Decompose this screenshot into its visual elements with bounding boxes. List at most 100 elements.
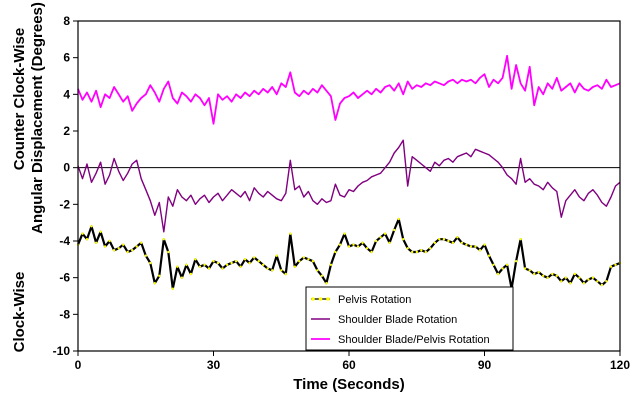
data-point-pelvis-rotation	[451, 241, 455, 244]
data-point-pelvis-rotation	[356, 245, 360, 248]
data-point-pelvis-rotation	[171, 287, 174, 290]
plot-area	[77, 20, 621, 352]
data-point-pelvis-rotation	[487, 254, 491, 257]
data-point-pelvis-rotation	[420, 249, 423, 252]
data-point-pelvis-rotation	[582, 282, 586, 285]
y-axis-title-line-1: Counter Clock-Wise	[11, 28, 28, 170]
data-point-pelvis-rotation	[311, 260, 315, 263]
data-point-pelvis-rotation	[320, 274, 324, 277]
data-point-pelvis-rotation	[90, 225, 93, 228]
data-point-pelvis-rotation	[542, 274, 545, 277]
data-point-pelvis-rotation	[131, 249, 134, 252]
data-point-pelvis-rotation	[573, 272, 576, 276]
y-axis-ticks: -10 -8 -6 -4 -2 0 2 4 6 8	[53, 14, 78, 358]
data-point-pelvis-rotation	[514, 260, 518, 263]
y-tick-label: -10	[53, 344, 71, 358]
x-tick-label: 30	[207, 358, 221, 372]
data-point-pelvis-rotation	[564, 276, 567, 279]
data-point-pelvis-rotation	[424, 250, 427, 254]
data-point-pelvis-rotation	[103, 245, 107, 248]
data-point-pelvis-rotation	[438, 238, 441, 241]
data-point-pelvis-rotation	[370, 250, 373, 254]
data-point-pelvis-rotation	[234, 260, 238, 263]
data-point-pelvis-rotation	[298, 260, 301, 263]
data-point-pelvis-rotation	[307, 258, 310, 261]
data-point-pelvis-rotation	[185, 263, 188, 266]
data-point-pelvis-rotation	[596, 280, 599, 283]
data-point-pelvis-rotation	[253, 256, 256, 259]
data-point-pelvis-rotation	[379, 236, 382, 239]
data-point-pelvis-rotation	[271, 269, 274, 272]
data-point-pelvis-rotation	[198, 265, 202, 268]
data-point-pelvis-rotation	[447, 239, 450, 243]
legend-marker-pelvis-rotation	[318, 297, 323, 301]
data-point-pelvis-rotation	[519, 238, 522, 241]
x-tick-label: 120	[610, 358, 630, 372]
data-point-pelvis-rotation	[158, 274, 161, 277]
data-point-pelvis-rotation	[262, 263, 265, 266]
data-point-pelvis-rotation	[388, 241, 391, 244]
data-point-pelvis-rotation	[374, 239, 378, 243]
data-point-pelvis-rotation	[243, 258, 247, 261]
data-point-pelvis-rotation	[239, 265, 242, 268]
data-point-pelvis-rotation	[496, 272, 500, 276]
y-tick-label: -8	[59, 307, 70, 321]
y-axis-title-line-2: Angular Displacement (Degrees)	[29, 2, 46, 234]
data-point-pelvis-rotation	[433, 241, 436, 244]
data-point-pelvis-rotation	[460, 241, 464, 244]
legend: Pelvis Rotation Shoulder Blade Rotation …	[305, 286, 514, 351]
legend-box	[305, 286, 514, 351]
data-point-pelvis-rotation	[442, 238, 446, 241]
series-line-pelvis-rotation	[76, 217, 621, 290]
data-point-pelvis-rotation	[343, 232, 346, 235]
data-point-pelvis-rotation	[551, 272, 554, 276]
x-tick-label: 90	[478, 358, 492, 372]
data-point-pelvis-rotation	[280, 269, 283, 272]
data-point-pelvis-rotation	[126, 250, 129, 254]
data-point-pelvis-rotation	[347, 245, 351, 248]
data-point-pelvis-rotation	[578, 276, 581, 279]
y-axis-title-line-3: Clock-Wise	[11, 272, 28, 353]
data-point-pelvis-rotation	[537, 271, 540, 274]
data-point-pelvis-rotation	[325, 282, 328, 285]
legend-marker-pelvis-rotation	[326, 297, 330, 301]
data-point-pelvis-rotation	[153, 282, 156, 285]
series-line-shoulder-blade-pelvis-rotation	[77, 54, 621, 125]
data-point-pelvis-rotation	[122, 243, 125, 246]
data-point-pelvis-rotation	[605, 280, 608, 283]
data-point-pelvis-rotation	[456, 236, 459, 239]
data-point-pelvis-rotation	[334, 250, 337, 254]
data-point-pelvis-rotation	[85, 238, 89, 241]
legend-entry-pelvis-rotation: Pelvis Rotation	[311, 294, 411, 306]
data-point-pelvis-rotation	[99, 230, 102, 233]
data-point-pelvis-rotation	[180, 276, 184, 279]
data-point-pelvis-rotation	[474, 245, 477, 248]
data-point-pelvis-rotation	[302, 256, 305, 259]
y-tick-label: -6	[59, 271, 70, 285]
data-point-pelvis-rotation	[397, 217, 400, 221]
data-point-pelvis-rotation	[600, 283, 604, 287]
data-point-pelvis-rotation	[587, 278, 590, 281]
data-point-pelvis-rotation	[289, 232, 292, 235]
data-point-pelvis-rotation	[393, 228, 396, 232]
data-point-pelvis-rotation	[365, 247, 369, 250]
data-point-pelvis-rotation	[338, 243, 342, 246]
data-point-pelvis-rotation	[591, 276, 595, 279]
data-point-pelvis-rotation	[207, 267, 211, 270]
data-point-pelvis-rotation	[108, 239, 111, 243]
data-point-pelvis-rotation	[275, 254, 278, 257]
data-point-pelvis-rotation	[533, 272, 536, 276]
data-point-pelvis-rotation	[194, 258, 197, 261]
data-point-pelvis-rotation	[614, 263, 617, 266]
legend-label-shoulder-blade-pelvis-rotation: Shoulder Blade/Pelvis Rotation	[338, 334, 490, 346]
data-point-pelvis-rotation	[492, 263, 495, 266]
data-point-pelvis-rotation	[352, 243, 355, 246]
legend-marker-pelvis-rotation	[311, 297, 315, 301]
data-point-pelvis-rotation	[212, 260, 215, 263]
legend-label-shoulder-blade-rotation: Shoulder Blade Rotation	[338, 314, 457, 326]
y-tick-label: -2	[59, 197, 70, 211]
data-point-pelvis-rotation	[415, 250, 418, 254]
series-line-shoulder-blade-rotation	[77, 139, 621, 233]
x-axis-ticks: 0 30 60 90 120	[75, 351, 630, 372]
